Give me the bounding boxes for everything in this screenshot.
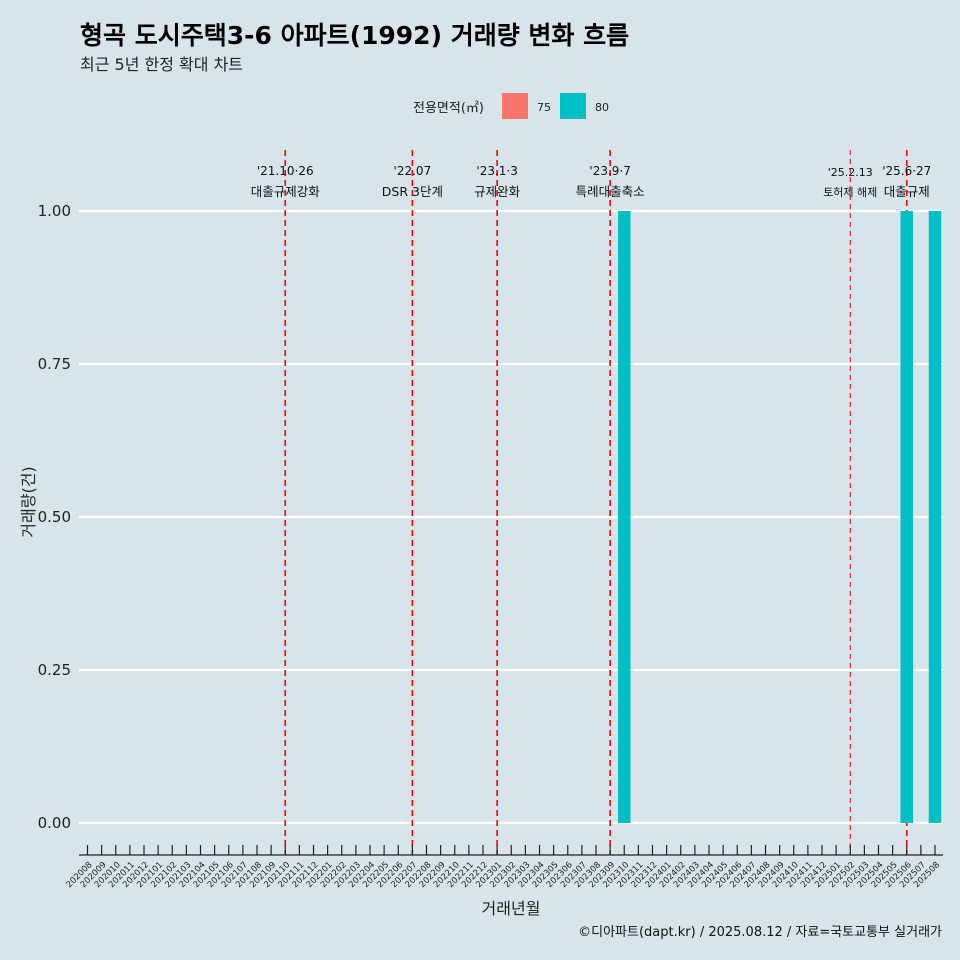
y-tick-label: 0.00: [38, 814, 71, 832]
legend-swatch-80: [560, 93, 586, 119]
y-axis-title: 거래량(건): [19, 466, 38, 537]
bar: [900, 211, 913, 823]
event-date-label: '21.10·26: [257, 164, 314, 178]
legend-label-75: 75: [537, 101, 551, 114]
chart-subtitle: 최근 5년 한정 확대 차트: [80, 55, 243, 74]
legend-swatch-75: [502, 93, 528, 119]
event-date-label: '23.9·7: [589, 164, 630, 178]
legend-title: 전용면적(㎡): [413, 101, 484, 116]
event-text-label: 특례대출축소: [576, 184, 645, 199]
x-axis-title: 거래년월: [482, 899, 541, 918]
bars: [618, 211, 942, 823]
legend: 전용면적(㎡) 75 80: [413, 93, 609, 119]
event-date-label: '25.2.13: [828, 166, 873, 179]
event-text-label: 대출규제강화: [251, 184, 321, 199]
y-tick-label: 0.25: [38, 661, 71, 679]
y-tick-label: 0.50: [38, 508, 71, 526]
grid-lines: [79, 209, 943, 825]
chart-caption: ©디아파트(dapt.kr) / 2025.08.12 / 자료=국토교통부 실…: [578, 925, 942, 940]
event-date-label: '22.07: [394, 164, 432, 178]
event-text-label: DSR 3단계: [382, 184, 443, 199]
event-text-label: 대출규제: [884, 184, 930, 199]
bar: [618, 211, 631, 823]
event-annotations: '21.10·26 대출규제강화 '22.07 DSR 3단계 '23.1·3 규제완화 '…: [251, 150, 931, 855]
chart-title: 형곡 도시주택3-6 아파트(1992) 거래량 변화 흐름: [80, 21, 629, 50]
event-date-label: '23.1·3: [476, 164, 517, 178]
bar: [928, 211, 942, 823]
y-tick-label: 1.00: [38, 202, 71, 220]
x-axis: 2020082020092020102020112020122021012021…: [65, 845, 943, 890]
y-tick-label: 0.75: [38, 355, 71, 373]
event-text-label: 규제완화: [474, 184, 521, 199]
y-tick-labels: 0.00 0.25 0.50 0.75 1.00: [38, 202, 71, 832]
event-date-label: '25.6·27: [882, 164, 931, 178]
event-text-label: 토허제 해제: [823, 185, 877, 199]
legend-label-80: 80: [595, 101, 609, 114]
